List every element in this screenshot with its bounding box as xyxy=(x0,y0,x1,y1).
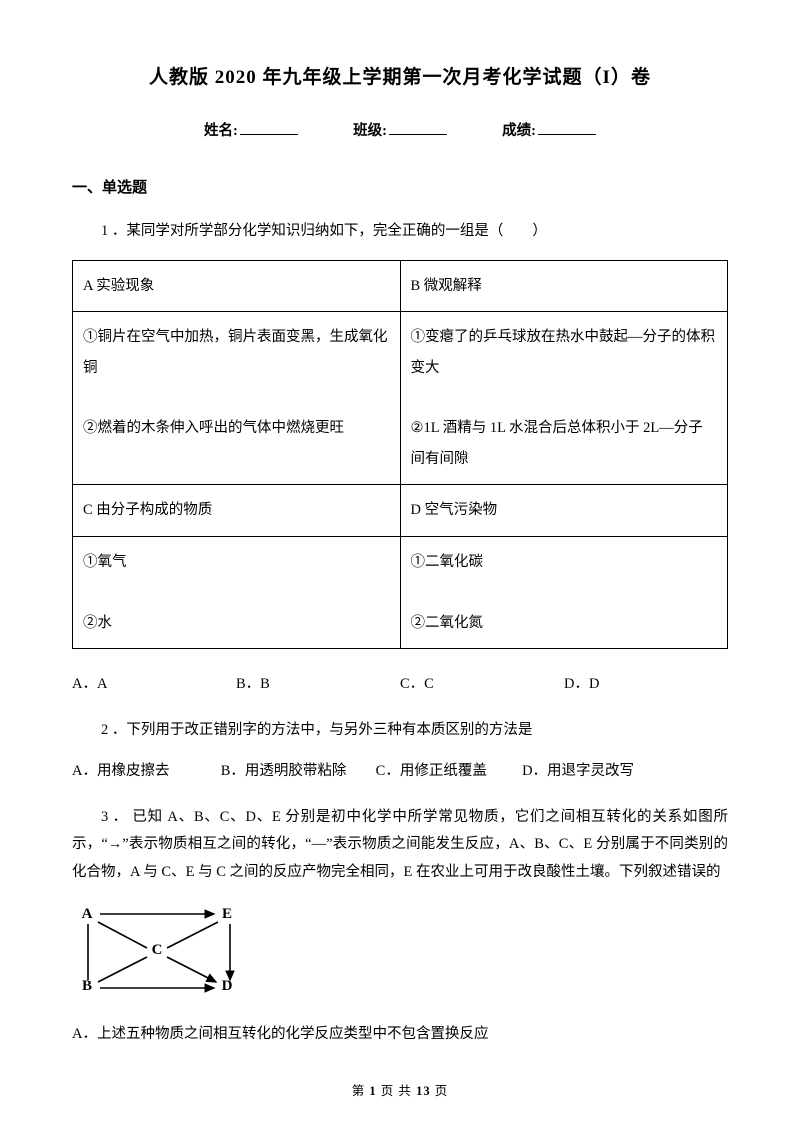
footer-middle: 页 共 xyxy=(377,1084,416,1098)
page-title: 人教版 2020 年九年级上学期第一次月考化学试题（I）卷 xyxy=(72,60,728,96)
svg-text:E: E xyxy=(222,906,232,922)
q1-opt-d[interactable]: D．D xyxy=(564,671,728,699)
q1-opt-b[interactable]: B．B xyxy=(236,671,400,699)
q2-opt-c[interactable]: C．用修正纸覆盖 xyxy=(376,763,487,779)
q1-cell-b-head: B 微观解释 xyxy=(400,260,728,311)
q1-cell-d-body: ①二氧化碳 ②二氧化氮 xyxy=(400,536,728,648)
score-label: 成绩: xyxy=(502,123,536,139)
svg-text:C: C xyxy=(152,942,163,958)
q1-cell-d-head: D 空气污染物 xyxy=(400,485,728,536)
q1-cell-c-body: ①氧气 ②水 xyxy=(73,536,401,648)
footer-total: 13 xyxy=(416,1084,431,1098)
footer-suffix: 页 xyxy=(431,1084,449,1098)
q3-diagram: A E B D C xyxy=(72,900,728,1015)
name-blank[interactable] xyxy=(240,121,298,135)
svg-text:D: D xyxy=(222,978,233,994)
name-label: 姓名: xyxy=(204,123,238,139)
q2-opt-a[interactable]: A．用橡皮擦去 xyxy=(72,763,169,779)
q1-cell-c-head: C 由分子构成的物质 xyxy=(73,485,401,536)
q1-options: A．A B．B C．C D．D xyxy=(72,671,728,699)
score-blank[interactable] xyxy=(538,121,596,135)
q3-stem: 3 ． 已知 A、B、C、D、E 分别是初中化学中所学常见物质，它们之间相互转化… xyxy=(72,804,728,887)
q2-options: A．用橡皮擦去 B．用透明胶带粘除 C．用修正纸覆盖 D．用退字灵改写 xyxy=(72,758,728,786)
svg-text:B: B xyxy=(82,978,92,994)
page-footer: 第 1 页 共 13 页 xyxy=(0,1080,800,1104)
q1-stem: 1 ．某同学对所学部分化学知识归纳如下，完全正确的一组是（ ） xyxy=(72,218,728,246)
q1-opt-a[interactable]: A．A xyxy=(72,671,236,699)
q3-opt-a[interactable]: A．上述五种物质之间相互转化的化学反应类型中不包含置换反应 xyxy=(72,1021,728,1049)
section-heading-1: 一、单选题 xyxy=(72,174,728,203)
info-line: 姓名: 班级: 成绩: xyxy=(72,118,728,146)
q1-cell-b-body: ①变瘪了的乒乓球放在热水中鼓起—分子的体积变大 ②1L 酒精与 1L 水混合后总… xyxy=(400,312,728,485)
q2-opt-d[interactable]: D．用退字灵改写 xyxy=(522,763,634,779)
q1-table: A 实验现象 B 微观解释 ①铜片在空气中加热，铜片表面变黑，生成氧化铜 ②燃着… xyxy=(72,260,728,649)
q1-cell-a-head: A 实验现象 xyxy=(73,260,401,311)
footer-page: 1 xyxy=(369,1084,376,1098)
q1-cell-a-body: ①铜片在空气中加热，铜片表面变黑，生成氧化铜 ②燃着的木条伸入呼出的气体中燃烧更… xyxy=(73,312,401,485)
svg-text:A: A xyxy=(82,906,93,922)
class-blank[interactable] xyxy=(389,121,447,135)
class-label: 班级: xyxy=(353,123,387,139)
footer-prefix: 第 xyxy=(352,1084,370,1098)
q2-opt-b[interactable]: B．用透明胶带粘除 xyxy=(221,763,347,779)
q1-opt-c[interactable]: C．C xyxy=(400,671,564,699)
q2-stem: 2 ．下列用于改正错别字的方法中，与另外三种有本质区别的方法是 xyxy=(72,717,728,745)
